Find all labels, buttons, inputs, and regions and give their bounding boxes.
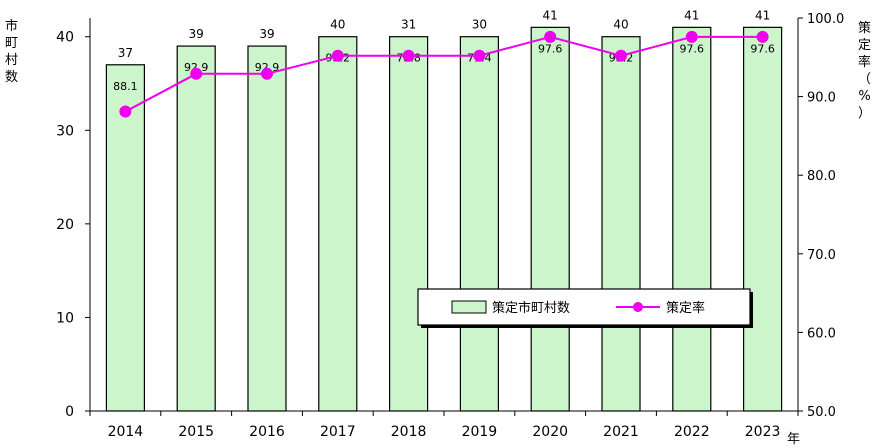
x-tick-label: 2020: [532, 424, 568, 440]
rate-value-label: 88.1: [113, 80, 138, 93]
legend-bar-label: 策定市町村数: [492, 300, 570, 316]
rate-value-label: 97.6: [750, 42, 775, 55]
rate-point: [685, 30, 698, 43]
bar: [389, 36, 429, 412]
x-tick-label: 2014: [108, 424, 144, 440]
bar: [176, 45, 216, 412]
rate-point: [544, 30, 557, 43]
y-tick-label: 40: [56, 30, 74, 46]
rate-point: [756, 30, 769, 43]
x-tick-label: 2022: [674, 424, 710, 440]
bar: [459, 36, 499, 412]
y2-tick-label: 60.0: [807, 326, 836, 341]
x-tick-label: 2019: [462, 424, 498, 440]
bar-value-label: 39: [189, 27, 204, 41]
bar: [247, 45, 287, 412]
bar-value-label: 41: [543, 8, 558, 22]
y-tick-label: 0: [65, 404, 74, 420]
rate-point: [261, 67, 273, 80]
rate-point: [402, 49, 415, 62]
bar-value-label: 41: [684, 8, 699, 22]
rate-point: [331, 49, 344, 62]
y2-tick-label: 70.0: [807, 248, 836, 263]
rate-point: [615, 49, 627, 62]
legend-bar-swatch: [451, 300, 487, 314]
x-tick-label: 2017: [320, 424, 356, 440]
rate-line: [124, 35, 763, 113]
y-tick-label: 10: [56, 310, 74, 326]
y2-tick-label: 80.0: [807, 169, 836, 184]
rate-value-label: 97.6: [680, 42, 705, 55]
bar: [318, 36, 358, 412]
y2-tick-label: 50.0: [807, 405, 836, 420]
bar-value-label: 40: [330, 18, 345, 32]
x-tick-label: 2023: [745, 424, 781, 440]
legend-line-marker: [633, 302, 643, 312]
y2-tick-label: 90.0: [807, 91, 836, 106]
bar: [530, 26, 570, 412]
y-axis-title: 市町村数: [5, 19, 19, 85]
x-tick-label: 2015: [178, 424, 214, 440]
x-tick-label: 2016: [249, 424, 285, 440]
y2-tick-label: 100.0: [807, 12, 844, 27]
rate-value-label: 92.9: [255, 61, 280, 74]
bar-value-label: 39: [259, 27, 274, 41]
x-tick-label: 2021: [603, 424, 639, 440]
y2-axis-title: 策定率（%）: [858, 21, 872, 121]
bar: [601, 36, 641, 412]
legend-line-label: 策定率: [666, 300, 705, 316]
bar-value-label: 40: [613, 18, 628, 32]
bar: [742, 26, 783, 412]
x-axis-unit: 年: [787, 432, 801, 447]
bar: [105, 64, 146, 412]
rate-point: [190, 67, 203, 80]
rate-point: [119, 105, 132, 118]
bar-value-label: 30: [472, 18, 487, 32]
y-tick-label: 30: [56, 123, 74, 139]
bar-value-label: 41: [755, 8, 770, 22]
y-tick-label: 20: [56, 217, 74, 233]
rate-value-label: 97.6: [538, 42, 563, 55]
rate-point: [473, 49, 486, 62]
bar-value-label: 31: [401, 18, 416, 32]
rate-value-label: 92.9: [184, 61, 209, 74]
bar-value-label: 37: [118, 46, 133, 60]
bar: [672, 26, 712, 412]
x-tick-label: 2018: [391, 424, 427, 440]
